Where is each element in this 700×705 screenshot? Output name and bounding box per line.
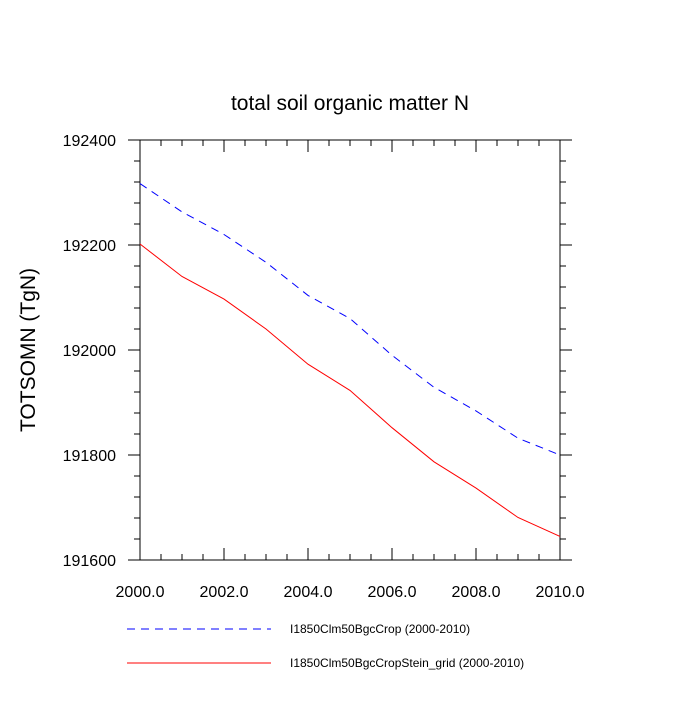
legend: I1850Clm50BgcCrop (2000-2010) I1850Clm50B… bbox=[127, 622, 524, 670]
y-tick-label: 192200 bbox=[63, 238, 116, 255]
x-tick-label: 2004.0 bbox=[284, 584, 333, 601]
y-tick-label: 191600 bbox=[63, 553, 116, 570]
y-axis-label: TOTSOMN (TgN) bbox=[17, 268, 40, 432]
x-tick-label: 2006.0 bbox=[368, 584, 417, 601]
x-tick-label: 2002.0 bbox=[200, 584, 249, 601]
series-lines bbox=[139, 183, 561, 537]
series-line bbox=[139, 243, 561, 537]
plot-frame bbox=[139, 139, 561, 561]
x-tick-label: 2000.0 bbox=[116, 584, 165, 601]
x-tick-label: 2008.0 bbox=[452, 584, 501, 601]
y-tick-label: 191800 bbox=[63, 448, 116, 465]
chart-title: total soil organic matter N bbox=[231, 92, 469, 115]
legend-label: I1850Clm50BgcCrop (2000-2010) bbox=[290, 622, 470, 636]
axes: 2000.0 2002.0 2004.0 2006.0 2008.0 2010.0 1916… bbox=[63, 133, 585, 601]
x-tick-label: 2010.0 bbox=[536, 584, 585, 601]
y-tick-label: 192000 bbox=[63, 343, 116, 360]
legend-label: I1850Clm50BgcCropStein_grid (2000-2010) bbox=[290, 656, 524, 670]
series-line bbox=[139, 183, 561, 456]
y-tick-label: 192400 bbox=[63, 133, 116, 150]
